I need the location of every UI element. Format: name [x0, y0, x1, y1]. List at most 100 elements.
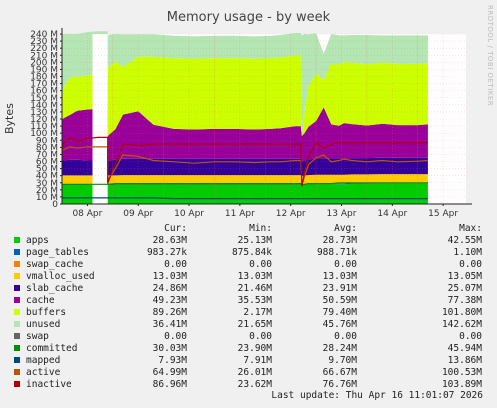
area-vmalloc-used: [62, 174, 428, 185]
line-committed: [62, 182, 428, 186]
legend-value-min: 0.00: [249, 331, 272, 342]
y-tick-label: 60 M: [36, 158, 58, 168]
vendor-label: RRDTOOL / TOBI OETIKER: [486, 5, 494, 107]
legend-value-cur: 983.27k: [146, 247, 187, 258]
legend-series-name: committed: [26, 343, 78, 354]
area-buffers: [62, 55, 428, 136]
legend-swatch: [14, 309, 20, 315]
legend-value-min: 26.01M: [237, 367, 272, 378]
legend-value-max: 25.07M: [447, 283, 482, 294]
x-tick-label: 13 Apr: [327, 209, 357, 219]
y-tick-label: 150 M: [30, 94, 58, 104]
legend-value-min: 21.65M: [237, 319, 272, 330]
line-series: [61, 136, 428, 200]
legend-value-cur: 49.23M: [152, 295, 187, 306]
legend-series-name: apps: [26, 235, 49, 246]
legend-value-avg: 0.00: [334, 259, 357, 270]
y-tick-label: 140 M: [30, 101, 58, 111]
legend-value-avg: 76.76M: [322, 379, 357, 390]
legend-row-mapped: mapped 7.93M 7.91M 9.70M 13.86M: [12, 355, 492, 367]
y-tick-label: 240 M: [30, 30, 58, 40]
legend-series-name: buffers: [26, 307, 67, 318]
y-tick-label: 90 M: [36, 136, 58, 146]
legend-value-min: 875.84k: [231, 247, 272, 258]
stacked-areas: [62, 31, 428, 204]
legend-value-cur: 13.03M: [152, 271, 187, 282]
y-tick-label: 130 M: [30, 108, 58, 118]
axes: 010 M20 M30 M40 M50 M60 M70 M80 M90 M100…: [30, 28, 472, 219]
y-tick-label: 190 M: [30, 65, 58, 75]
legend-row-inactive: inactive 86.96M 23.62M 76.76M 103.89M: [12, 379, 492, 391]
legend-series-name: cache: [26, 295, 55, 306]
legend-value-cur: 24.86M: [152, 283, 187, 294]
legend-value-avg: 9.70M: [328, 355, 357, 366]
y-tick-label: 110 M: [30, 122, 58, 132]
legend-value-min: 35.53M: [237, 295, 272, 306]
legend-value-max: 77.38M: [447, 295, 482, 306]
legend-series-name: swap_cache: [26, 259, 84, 270]
legend-value-max: 42.55M: [447, 235, 482, 246]
y-tick-label: 0: [52, 200, 58, 210]
legend-value-min: 7.91M: [243, 355, 272, 366]
legend-header-max: Max:: [459, 223, 482, 234]
legend-row-apps: apps 28.63M 25.13M 28.73M 42.55M: [12, 235, 492, 247]
legend-value-max: 13.86M: [447, 355, 482, 366]
legend-value-max: 13.05M: [447, 271, 482, 282]
legend-value-max: 142.62M: [441, 319, 482, 330]
legend-value-avg: 45.76M: [322, 319, 357, 330]
y-tick-label: 230 M: [30, 37, 58, 47]
line-inactive: [61, 136, 428, 187]
legend-row-active: active 64.99M 26.01M 66.67M 100.53M: [12, 367, 492, 379]
x-tick-label: 11 Apr: [225, 209, 255, 219]
legend-value-cur: 0.00: [164, 259, 187, 270]
legend-row-swap-cache: swap_cache 0.00 0.00 0.00 0.00: [12, 259, 492, 271]
legend-value-cur: 28.63M: [152, 235, 187, 246]
y-tick-label: 80 M: [36, 143, 58, 153]
y-tick-label: 20 M: [36, 186, 58, 196]
x-tick-label: 10 Apr: [174, 209, 204, 219]
legend-value-cur: 36.41M: [152, 319, 187, 330]
legend-value-cur: 7.93M: [158, 355, 187, 366]
legend-value-avg: 28.73M: [322, 235, 357, 246]
memory-chart: 010 M20 M30 M40 M50 M60 M70 M80 M90 M100…: [30, 28, 472, 219]
legend-value-avg: 13.03M: [322, 271, 357, 282]
x-tick-label: 12 Apr: [276, 209, 306, 219]
legend-value-max: 0.00: [459, 331, 482, 342]
legend-header: Cur: Min: Avg: Max:: [12, 223, 492, 235]
legend-row-cache: cache 49.23M 35.53M 50.59M 77.38M: [12, 295, 492, 307]
y-tick-label: 160 M: [30, 87, 58, 97]
legend-swatch: [14, 333, 20, 339]
x-tick-label: 14 Apr: [377, 209, 407, 219]
legend-value-min: 2.17M: [243, 307, 272, 318]
legend-swatch: [14, 285, 20, 291]
y-tick-label: 210 M: [30, 51, 58, 61]
legend-row-unused: unused 36.41M 21.65M 45.76M 142.62M: [12, 319, 492, 331]
legend-swatch: [14, 249, 20, 255]
y-tick-label: 120 M: [30, 115, 58, 125]
legend-value-max: 45.94M: [447, 343, 482, 354]
y-tick-label: 200 M: [30, 58, 58, 68]
legend-header-cur: Cur:: [164, 223, 187, 234]
legend-value-min: 0.00: [249, 259, 272, 270]
legend-value-max: 101.80M: [441, 307, 482, 318]
y-tick-label: 180 M: [30, 73, 58, 83]
legend-value-min: 23.62M: [237, 379, 272, 390]
legend-value-cur: 89.26M: [152, 307, 187, 318]
y-tick-label: 10 M: [36, 193, 58, 203]
y-tick-label: 100 M: [30, 129, 58, 139]
legend-swatch: [14, 261, 20, 267]
y-tick-label: 220 M: [30, 44, 58, 54]
y-tick-label: 70 M: [36, 150, 58, 160]
legend-series-name: slab_cache: [26, 283, 84, 294]
legend-series-name: swap: [26, 331, 49, 342]
legend-series-name: vmalloc_used: [26, 271, 95, 282]
legend-series-name: mapped: [26, 355, 61, 366]
area-unused: [62, 31, 428, 136]
y-tick-label: 50 M: [36, 165, 58, 175]
chart-title: Memory usage - by week: [166, 10, 331, 25]
legend-value-cur: 64.99M: [152, 367, 187, 378]
y-tick-label: 30 M: [36, 179, 58, 189]
legend-series-name: unused: [26, 319, 61, 330]
legend-row-committed: committed 30.03M 23.90M 28.24M 45.94M: [12, 343, 492, 355]
legend-row-page-tables: page_tables 983.27k 875.84k 988.71k 1.10M: [12, 247, 492, 259]
